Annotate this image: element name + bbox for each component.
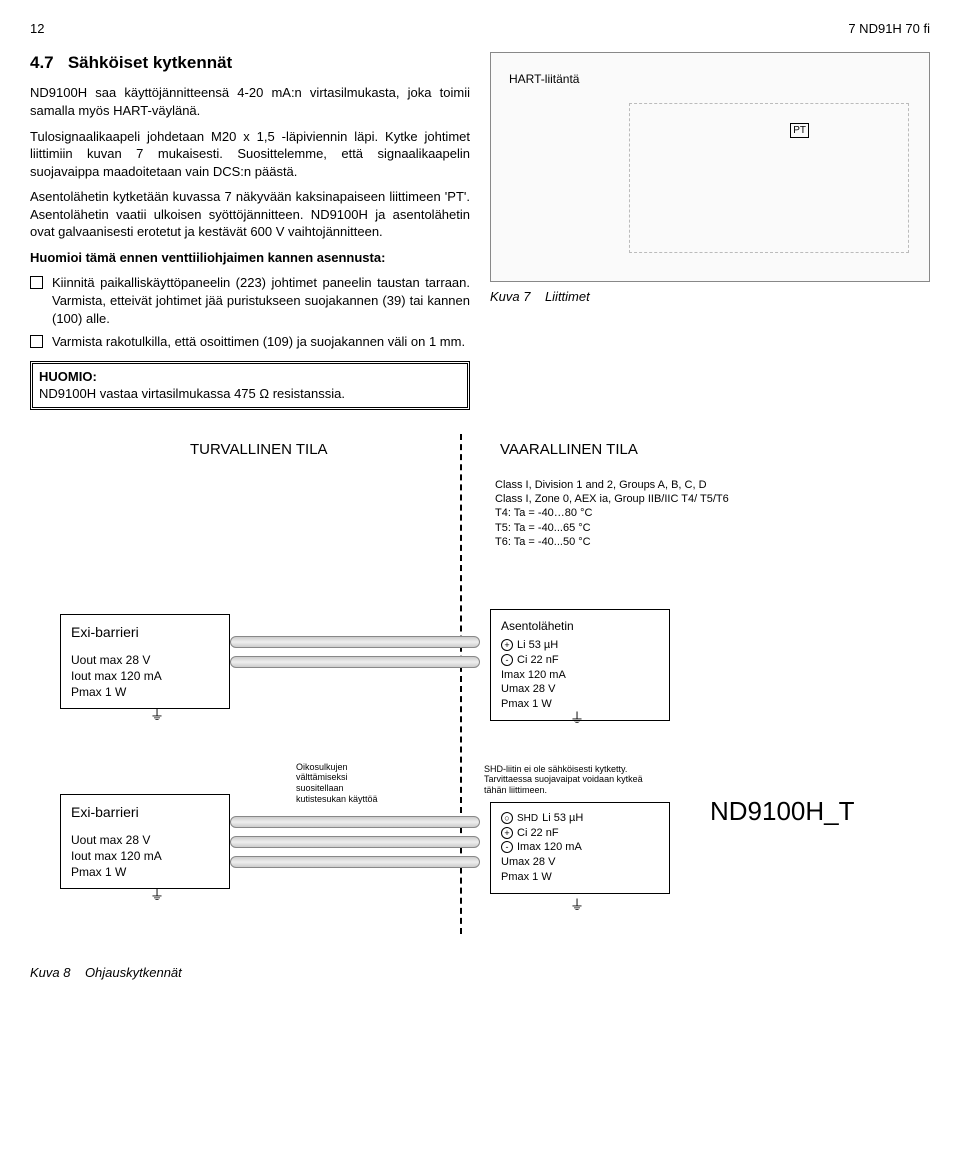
cable-line — [230, 656, 480, 668]
transmitter-1-header: Asentolähetin — [501, 618, 659, 634]
fig8-text: Ohjauskytkennät — [85, 965, 182, 980]
figure-7-image: HART-liitäntä PT — [490, 52, 930, 282]
hazardous-area-label: VAARALLINEN TILA — [500, 440, 638, 460]
cable-line — [230, 636, 480, 648]
barrier-2-iout: Iout max 120 mA — [71, 848, 219, 864]
ground-icon: ⏚ — [150, 706, 164, 725]
env-line-3: T4: Ta = -40…80 °C — [495, 506, 729, 520]
trans2-ci: Ci 22 nF — [517, 827, 559, 839]
fig7-text: Liittimet — [545, 289, 590, 304]
shrink-sleeve-note: Oikosulkujen välttämiseksi suositellaan … — [296, 762, 396, 805]
note-label: HUOMIO: — [39, 369, 97, 384]
device-model-label: ND9100H_T — [710, 794, 855, 829]
section-number: 4.7 — [30, 53, 54, 72]
barrier-1-title: Exi-barrieri — [71, 623, 219, 642]
barrier-1-pmax: Pmax 1 W — [71, 684, 219, 700]
ground-icon: ⏚ — [570, 896, 584, 915]
env-line-1: Class I, Division 1 and 2, Groups A, B, … — [495, 478, 729, 492]
ground-icon: ⏚ — [570, 709, 584, 728]
shd-terminal-icon: ○ — [501, 812, 513, 824]
minus-icon: - — [501, 654, 513, 666]
trans2-imax: Imax 120 mA — [517, 841, 582, 853]
figure-8-caption: Kuva 8 Ohjauskytkennät — [30, 964, 930, 982]
page-header: 12 7 ND91H 70 fi — [30, 20, 930, 38]
barrier-2-title: Exi-barrieri — [71, 803, 219, 822]
bold-paragraph: Huomioi tämä ennen venttiiliohjaimen kan… — [30, 249, 470, 267]
fig8-prefix: Kuva 8 — [30, 965, 70, 980]
trans1-li: Li 53 µH — [517, 639, 558, 651]
right-column: HART-liitäntä PT Kuva 7 Liittimet — [490, 52, 930, 416]
two-column-layout: 4.7 Sähköiset kytkennät ND9100H saa käyt… — [30, 52, 930, 416]
barrier-2-uout: Uout max 28 V — [71, 832, 219, 848]
plus-icon: + — [501, 639, 513, 651]
barrier-1-uout: Uout max 28 V — [71, 652, 219, 668]
hart-label: HART-liitäntä — [509, 71, 579, 87]
shd-label: SHD — [517, 813, 538, 824]
cable-line — [230, 816, 480, 828]
shd-note: SHD-liitin ei ole sähköisesti kytketty. … — [484, 764, 644, 796]
hazard-class-text: Class I, Division 1 and 2, Groups A, B, … — [495, 478, 729, 549]
cable-line — [230, 836, 480, 848]
checklist: Kiinnitä paikalliskäyttöpaneelin (223) j… — [30, 274, 470, 350]
trans1-imax: Imax 120 mA — [501, 668, 659, 683]
terminal-sketch-placeholder — [629, 103, 909, 253]
trans2-li: Li 53 µH — [542, 812, 583, 824]
cable-line — [230, 856, 480, 868]
paragraph-3: Asentolähetin kytketään kuvassa 7 näkyvä… — [30, 188, 470, 241]
exi-barrier-box-1: Exi-barrieri Uout max 28 V Iout max 120 … — [60, 614, 230, 709]
wiring-diagram: TURVALLINEN TILA VAARALLINEN TILA Class … — [30, 434, 930, 954]
paragraph-2: Tulosignaalikaapeli johdetaan M20 x 1,5 … — [30, 128, 470, 181]
left-column: 4.7 Sähköiset kytkennät ND9100H saa käyt… — [30, 52, 470, 416]
doc-reference: 7 ND91H 70 fi — [848, 20, 930, 38]
safe-area-label: TURVALLINEN TILA — [190, 440, 328, 460]
checklist-item-1: Kiinnitä paikalliskäyttöpaneelin (223) j… — [30, 274, 470, 327]
note-box: HUOMIO: ND9100H vastaa virtasilmukassa 4… — [30, 361, 470, 410]
trans1-umax: Umax 28 V — [501, 682, 659, 697]
trans1-ci: Ci 22 nF — [517, 654, 559, 666]
transmitter-box-1: Asentolähetin + Li 53 µH -Ci 22 nF Imax 1… — [490, 609, 670, 721]
section-heading: 4.7 Sähköiset kytkennät — [30, 52, 470, 75]
trans2-pmax: Pmax 1 W — [501, 870, 659, 885]
exi-barrier-box-2: Exi-barrieri Uout max 28 V Iout max 120 … — [60, 794, 230, 889]
env-line-5: T6: Ta = -40...50 °C — [495, 535, 729, 549]
trans2-umax: Umax 28 V — [501, 855, 659, 870]
transmitter-box-2: ○ SHD Li 53 µH + Ci 22 nF -Imax 120 mA Umax… — [490, 802, 670, 894]
page-number: 12 — [30, 20, 44, 38]
section-title: Sähköiset kytkennät — [68, 53, 232, 72]
minus-icon: - — [501, 841, 513, 853]
note-text: ND9100H vastaa virtasilmukassa 475 Ω res… — [39, 386, 345, 401]
checklist-item-2: Varmista rakotulkilla, että osoittimen (… — [30, 333, 470, 351]
env-line-2: Class I, Zone 0, AEX ia, Group IIB/IIC T… — [495, 492, 729, 506]
paragraph-1: ND9100H saa käyttöjännitteensä 4-20 mA:n… — [30, 84, 470, 119]
env-line-4: T5: Ta = -40...65 °C — [495, 521, 729, 535]
barrier-1-iout: Iout max 120 mA — [71, 668, 219, 684]
ground-icon: ⏚ — [150, 886, 164, 905]
plus-icon: + — [501, 827, 513, 839]
fig7-prefix: Kuva 7 — [490, 289, 530, 304]
figure-7-caption: Kuva 7 Liittimet — [490, 288, 930, 306]
barrier-2-pmax: Pmax 1 W — [71, 864, 219, 880]
